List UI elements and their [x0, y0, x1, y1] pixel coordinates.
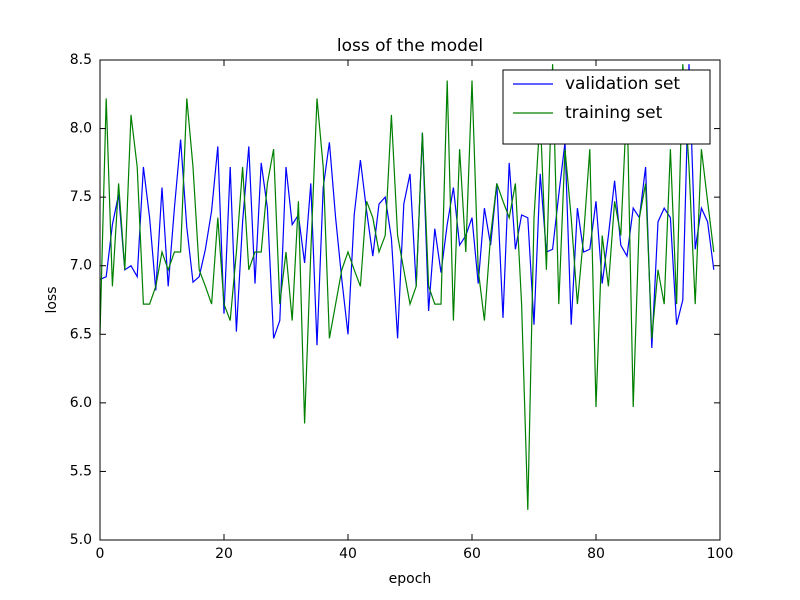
x-tick-label: 40	[339, 546, 357, 562]
legend-label: validation set	[565, 74, 680, 94]
legend-label: training set	[565, 103, 663, 123]
y-tick-label: 7.0	[70, 258, 92, 274]
y-tick-label: 8.5	[70, 52, 92, 68]
chart-title: loss of the model	[337, 36, 483, 56]
x-tick-label: 20	[215, 546, 233, 562]
x-axis-label: epoch	[389, 571, 432, 587]
y-tick-label: 6.5	[70, 326, 92, 342]
y-tick-label: 8.0	[70, 121, 92, 137]
data-line	[99, 64, 715, 349]
y-tick-label: 5.5	[70, 463, 92, 479]
x-tick-label: 60	[463, 546, 481, 562]
x-tick-label: 0	[96, 546, 105, 562]
plot-frame	[99, 59, 721, 541]
x-tick-label: 80	[587, 546, 605, 562]
legend-box	[502, 69, 711, 145]
x-tick-label: 100	[707, 546, 734, 562]
y-tick-label: 7.5	[70, 189, 92, 205]
y-axis-label: loss	[44, 286, 60, 313]
y-tick-label: 5.0	[70, 532, 92, 548]
data-line	[99, 64, 715, 510]
y-tick-label: 6.0	[70, 395, 92, 411]
